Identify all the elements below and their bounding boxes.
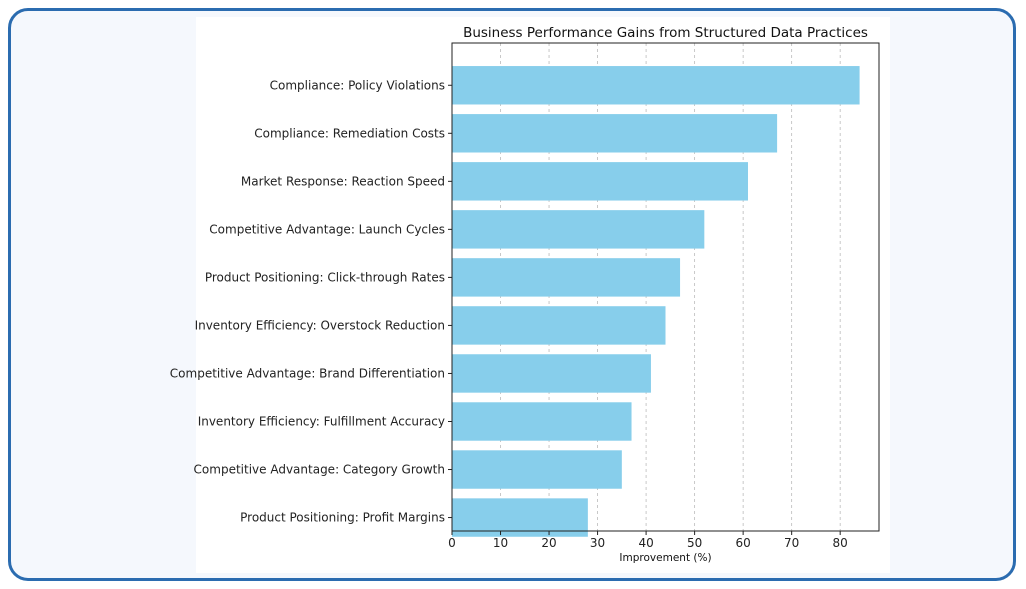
bar	[452, 258, 681, 297]
bar	[452, 498, 588, 537]
bar	[452, 402, 632, 441]
bar	[452, 306, 666, 345]
x-tick-label: 20	[541, 536, 556, 550]
category-label: Competitive Advantage: Brand Differentia…	[170, 366, 445, 380]
x-tick-label: 60	[735, 536, 750, 550]
x-tick-label: 0	[448, 536, 456, 550]
category-label: Market Response: Reaction Speed	[241, 174, 445, 188]
category-label: Inventory Efficiency: Overstock Reductio…	[195, 318, 445, 332]
x-axis-label: Improvement (%)	[619, 552, 711, 564]
category-label: Competitive Advantage: Category Growth	[194, 463, 445, 477]
x-tick-labels: 0 10 20 30 40 50 60 70 80	[448, 531, 848, 550]
x-tick-label: 30	[590, 536, 605, 550]
bar	[452, 114, 778, 153]
x-tick-label: 70	[784, 536, 799, 550]
x-tick-label: 10	[493, 536, 508, 550]
x-tick-label: 80	[833, 536, 848, 550]
category-label: Product Positioning: Profit Margins	[240, 511, 445, 525]
category-label: Product Positioning: Click-through Rates	[205, 270, 445, 284]
bar	[452, 66, 860, 105]
x-tick-label: 40	[638, 536, 653, 550]
bar	[452, 210, 705, 249]
bars	[452, 66, 860, 537]
category-label: Compliance: Policy Violations	[270, 78, 445, 92]
category-label: Compliance: Remediation Costs	[254, 126, 445, 140]
y-tick-labels: Compliance: Policy Violations Compliance:…	[170, 78, 452, 525]
chart-title: Business Performance Gains from Structur…	[463, 25, 868, 41]
bar	[452, 162, 748, 201]
bar	[452, 450, 622, 489]
category-label: Competitive Advantage: Launch Cycles	[209, 222, 445, 236]
category-label: Inventory Efficiency: Fulfillment Accura…	[198, 414, 445, 428]
bar	[452, 354, 651, 393]
x-tick-label: 50	[687, 536, 702, 550]
plot-area-border	[451, 42, 880, 532]
